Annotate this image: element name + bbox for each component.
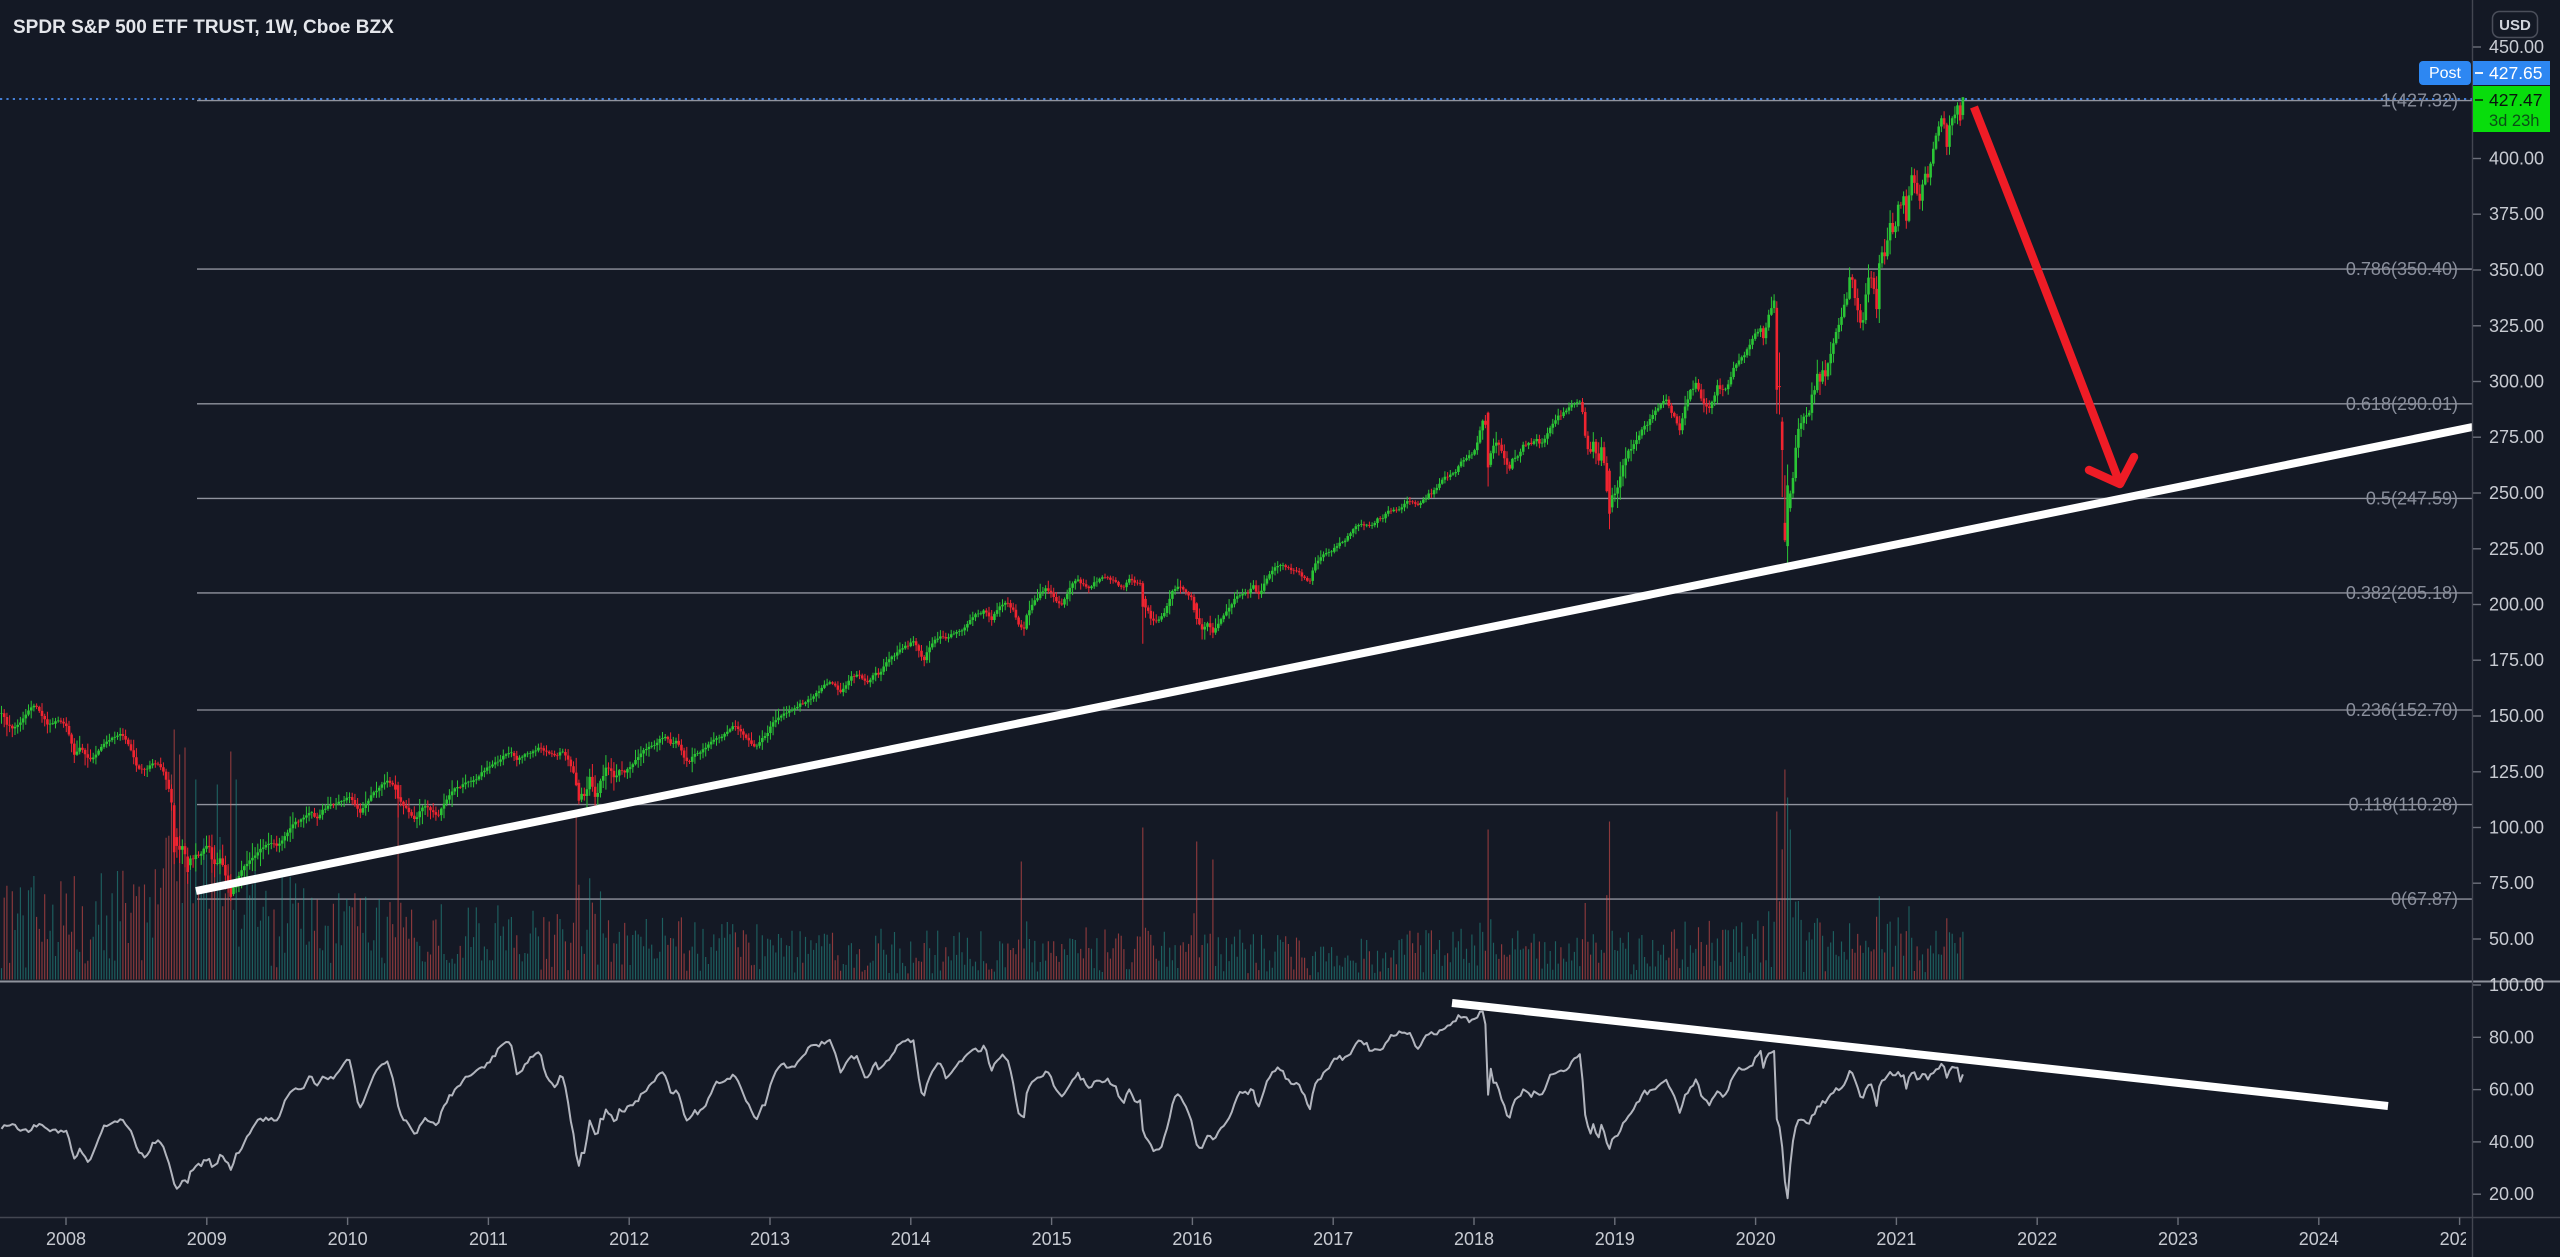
svg-text:150.00: 150.00 <box>2489 706 2544 726</box>
svg-text:80.00: 80.00 <box>2489 1027 2534 1047</box>
svg-text:200.00: 200.00 <box>2489 595 2544 615</box>
svg-text:2025: 2025 <box>2440 1229 2480 1249</box>
svg-text:2013: 2013 <box>750 1229 790 1249</box>
svg-text:250.00: 250.00 <box>2489 483 2544 503</box>
svg-text:375.00: 375.00 <box>2489 204 2544 224</box>
svg-text:450.00: 450.00 <box>2489 37 2544 57</box>
svg-text:2023: 2023 <box>2158 1229 2198 1249</box>
svg-text:0.5(247.59): 0.5(247.59) <box>2366 488 2458 508</box>
svg-text:2018: 2018 <box>1454 1229 1494 1249</box>
svg-text:100.00: 100.00 <box>2489 975 2544 995</box>
svg-text:SPDR S&P 500 ETF TRUST, 1W, Cb: SPDR S&P 500 ETF TRUST, 1W, Cboe BZX <box>13 17 394 38</box>
svg-text:1(427.32): 1(427.32) <box>2381 91 2458 111</box>
svg-text:100.00: 100.00 <box>2489 818 2544 838</box>
svg-text:427.65: 427.65 <box>2489 63 2543 83</box>
svg-text:50.00: 50.00 <box>2489 929 2534 949</box>
svg-text:2012: 2012 <box>609 1229 649 1249</box>
svg-text:2008: 2008 <box>46 1229 86 1249</box>
svg-text:2010: 2010 <box>328 1229 368 1249</box>
svg-text:USD: USD <box>2499 17 2531 34</box>
svg-text:275.00: 275.00 <box>2489 427 2544 447</box>
svg-text:350.00: 350.00 <box>2489 260 2544 280</box>
svg-text:0.618(290.01): 0.618(290.01) <box>2346 394 2458 414</box>
svg-text:2011: 2011 <box>469 1229 508 1249</box>
svg-text:60.00: 60.00 <box>2489 1080 2534 1100</box>
svg-text:427.47: 427.47 <box>2489 90 2543 110</box>
svg-text:2017: 2017 <box>1313 1229 1353 1249</box>
svg-text:2022: 2022 <box>2017 1229 2057 1249</box>
svg-text:2020: 2020 <box>1736 1229 1776 1249</box>
svg-text:125.00: 125.00 <box>2489 762 2544 782</box>
svg-text:2024: 2024 <box>2299 1229 2339 1249</box>
svg-text:2014: 2014 <box>891 1229 931 1249</box>
svg-text:400.00: 400.00 <box>2489 149 2544 169</box>
svg-text:2019: 2019 <box>1595 1229 1635 1249</box>
svg-text:2016: 2016 <box>1172 1229 1212 1249</box>
svg-text:75.00: 75.00 <box>2489 873 2534 893</box>
svg-text:40.00: 40.00 <box>2489 1132 2534 1152</box>
svg-text:2015: 2015 <box>1032 1229 1072 1249</box>
svg-text:0.236(152.70): 0.236(152.70) <box>2346 700 2458 720</box>
svg-text:3d 23h: 3d 23h <box>2489 112 2539 130</box>
svg-text:0.118(110.28): 0.118(110.28) <box>2349 795 2458 815</box>
svg-text:225.00: 225.00 <box>2489 539 2544 559</box>
svg-text:0(67.87): 0(67.87) <box>2391 889 2458 909</box>
svg-text:2009: 2009 <box>187 1229 227 1249</box>
svg-text:175.00: 175.00 <box>2489 650 2544 670</box>
svg-text:2021: 2021 <box>1876 1229 1916 1249</box>
svg-text:0.786(350.40): 0.786(350.40) <box>2346 259 2458 279</box>
svg-text:Post: Post <box>2429 65 2462 82</box>
svg-text:325.00: 325.00 <box>2489 316 2544 336</box>
svg-text:20.00: 20.00 <box>2489 1184 2534 1204</box>
svg-text:0.382(205.18): 0.382(205.18) <box>2346 583 2458 603</box>
svg-text:300.00: 300.00 <box>2489 372 2544 392</box>
